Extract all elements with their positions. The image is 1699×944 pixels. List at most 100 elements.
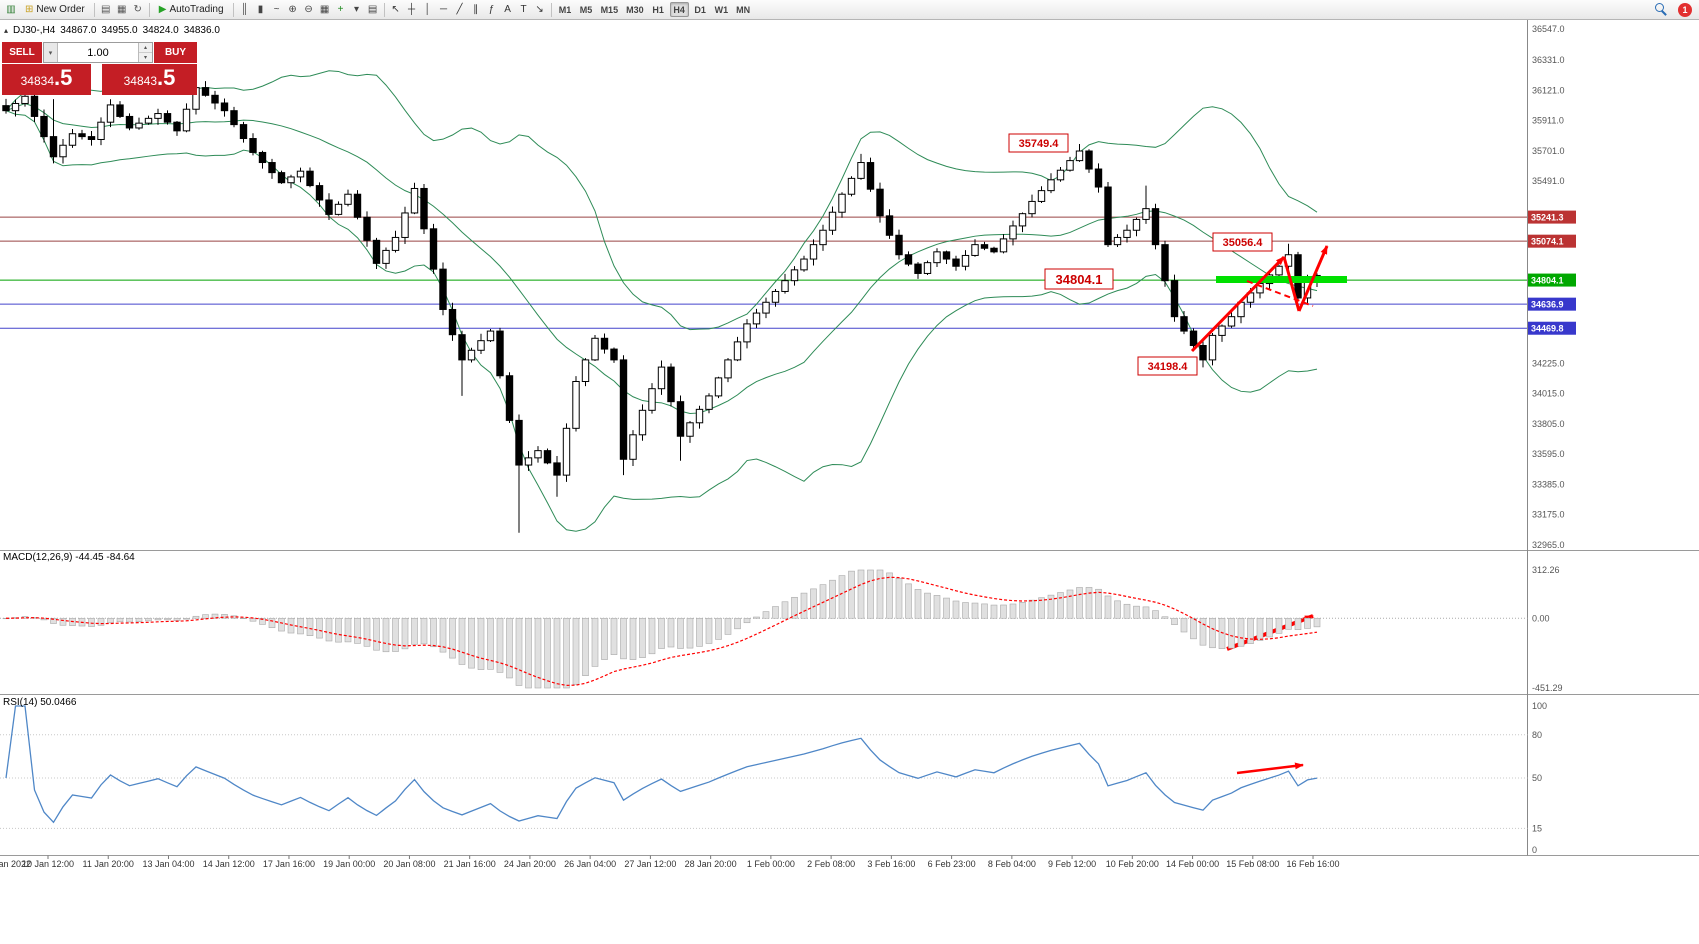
label-icon[interactable]: T [520,3,527,15]
zoom-in-icon[interactable]: ⊕ [288,3,297,15]
svg-text:28 Jan 20:00: 28 Jan 20:00 [685,859,737,869]
svg-text:35074.1: 35074.1 [1531,237,1564,247]
price-annotation-box[interactable] [1044,268,1114,290]
price-annotation-box[interactable] [1212,232,1273,252]
svg-text:2 Feb 08:00: 2 Feb 08:00 [807,859,855,869]
svg-text:20 Jan 08:00: 20 Jan 08:00 [383,859,435,869]
templates-icon[interactable]: ▤ [367,3,378,15]
svg-text:36547.0: 36547.0 [1532,24,1565,34]
buy-price[interactable]: 34843.5 [102,64,197,95]
svg-text:13 Jan 04:00: 13 Jan 04:00 [142,859,194,869]
trendline-icon[interactable]: ╱ [456,3,463,15]
volume-decrease-button[interactable]: ▾ [139,53,152,62]
macd-histogram [2,569,1321,689]
macd-indicator-label: MACD(12,26,9) -44.45 -84.64 [3,552,135,563]
crosshair-icon[interactable]: ┼ [408,3,416,15]
svg-text:9 Feb 12:00: 9 Feb 12:00 [1048,859,1096,869]
new-order-button[interactable]: ⊞ New Order [19,1,91,18]
trend-arrow[interactable] [1236,762,1304,775]
tile-windows-icon[interactable]: ▦ [319,3,330,15]
svg-text:15 Feb 08:00: 15 Feb 08:00 [1226,859,1279,869]
svg-text:3 Feb 16:00: 3 Feb 16:00 [867,859,915,869]
svg-text:34804.1: 34804.1 [1056,272,1103,287]
svg-text:10 Jan 12:00: 10 Jan 12:00 [22,859,74,869]
indicators-icon[interactable]: + [337,3,344,15]
chart-ohlc-readout: ▴ DJ30-,H4 34867.0 34955.0 34824.0 34836… [4,25,220,36]
periods-icon[interactable]: ▾ [354,3,360,15]
svg-text:35701.0: 35701.0 [1532,146,1565,156]
autotrading-button[interactable]: ▶ AutoTrading [153,1,230,18]
trend-arrow[interactable] [1246,280,1314,307]
svg-text:1 Feb 00:00: 1 Feb 00:00 [747,859,795,869]
svg-text:Jan 2022: Jan 2022 [0,859,31,869]
timeframe-m15[interactable]: M15 [598,2,622,17]
candlestick-chart-icon[interactable]: ▮ [257,3,264,15]
timeframe-h4[interactable]: H4 [669,2,689,17]
trend-arrow[interactable] [1190,255,1286,353]
arrows-icon[interactable]: ↘ [535,3,544,15]
sell-price[interactable]: 34834.5 [2,64,91,95]
volume-input[interactable] [58,45,138,60]
svg-text:8 Feb 04:00: 8 Feb 04:00 [988,859,1036,869]
refresh-icon[interactable]: ↻ [133,3,142,15]
search-icon[interactable] [1655,3,1668,16]
timeframe-h1[interactable]: H1 [649,2,668,17]
trend-arrow[interactable] [1282,256,1301,312]
timeframe-w1[interactable]: W1 [712,2,732,17]
sell-button[interactable]: SELL [2,42,42,63]
channel-icon[interactable]: ∥ [473,3,479,15]
price-axis-level-badge [1528,273,1576,287]
zoom-out-icon[interactable]: ⊖ [304,3,313,15]
timeframe-mn[interactable]: MN [733,2,753,17]
profiles-icon[interactable]: ▦ [117,3,127,15]
timeframe-m1[interactable]: M1 [556,2,575,17]
svg-text:15: 15 [1532,823,1542,833]
price-annotation-box[interactable] [1137,356,1198,376]
notification-badge[interactable]: 1 [1678,2,1692,17]
open-value: 34867.0 [60,25,97,36]
bollinger-upper-band [5,70,1318,331]
svg-text:35056.4: 35056.4 [1223,237,1264,249]
vertical-line-icon[interactable]: │ [424,3,431,15]
one-click-trading-panel: SELL ▾ ▴ ▾ BUY 34834.5 34843.5 [2,42,197,95]
trend-arrow[interactable] [1297,245,1329,312]
chart-window-icon[interactable]: ▥ [6,3,16,15]
fibonacci-icon[interactable]: ƒ [488,3,495,15]
toolbar-separator [383,2,385,17]
text-icon[interactable]: A [504,3,511,15]
svg-text:14 Jan 12:00: 14 Jan 12:00 [203,859,255,869]
svg-text:50: 50 [1532,773,1542,783]
charts-tile-icon[interactable]: ▤ [101,3,111,15]
svg-text:35241.3: 35241.3 [1531,213,1564,223]
svg-text:34469.8: 34469.8 [1531,324,1564,334]
collapse-icon[interactable]: ▴ [4,26,9,35]
timeframe-m5[interactable]: M5 [577,2,596,17]
bar-chart-icon[interactable]: ║ [241,3,249,15]
svg-text:312.26: 312.26 [1532,565,1560,575]
volume-increase-button[interactable]: ▴ [139,43,152,53]
svg-text:26 Jan 04:00: 26 Jan 04:00 [564,859,616,869]
svg-text:11 Jan 20:00: 11 Jan 20:00 [83,859,134,869]
support-zone-highlight[interactable] [1216,276,1347,283]
new-order-icon: ⊞ [25,3,34,15]
svg-text:36121.0: 36121.0 [1532,85,1565,95]
svg-text:33805.0: 33805.0 [1532,419,1565,429]
cursor-icon[interactable]: ↖ [391,3,400,15]
volume-dropdown-icon[interactable]: ▾ [44,43,58,62]
line-chart-icon[interactable]: ~ [273,3,280,15]
volume-control: ▾ ▴ ▾ [43,42,153,63]
timeframe-d1[interactable]: D1 [691,2,710,17]
price-annotation-box[interactable] [1008,133,1069,153]
svg-text:34225.0: 34225.0 [1532,358,1565,368]
buy-button[interactable]: BUY [154,42,197,63]
bollinger-bands [5,70,1318,532]
timeframe-m30[interactable]: M30 [623,2,647,17]
svg-text:17 Jan 16:00: 17 Jan 16:00 [263,859,315,869]
toolbar-separator [93,2,95,17]
high-value: 34955.0 [101,25,138,36]
horizontal-line-icon[interactable]: ─ [440,3,448,15]
bollinger-middle-band [5,102,1318,414]
svg-text:80: 80 [1532,730,1542,740]
svg-text:0.00: 0.00 [1532,613,1550,623]
